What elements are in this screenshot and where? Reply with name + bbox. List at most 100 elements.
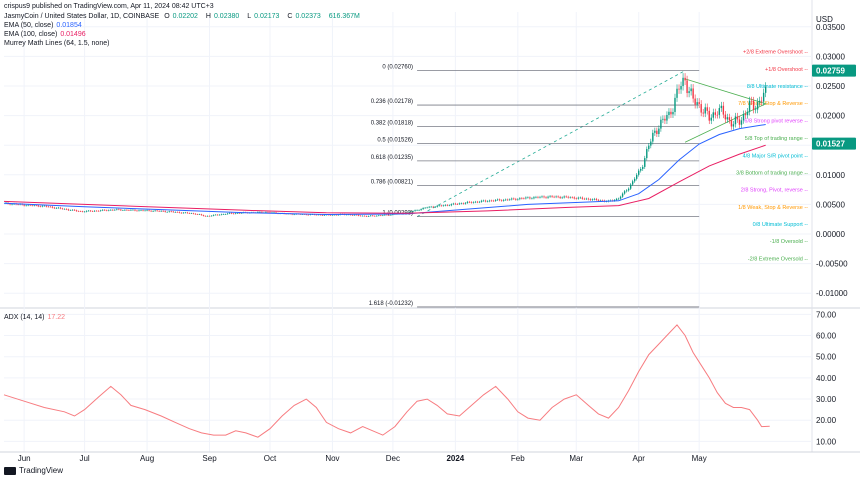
candle-body	[164, 211, 166, 212]
candle-body	[686, 80, 688, 94]
indicator-adx[interactable]: ADX (14, 14) 17.22	[4, 314, 65, 321]
candle-body	[259, 211, 261, 213]
candle-body	[9, 203, 11, 205]
candle-body	[372, 215, 374, 217]
candle-body	[134, 209, 136, 211]
candle-body	[25, 205, 27, 207]
indicator-ema50[interactable]: EMA (50, close) 0.01854	[4, 22, 82, 29]
candle-body	[640, 168, 642, 171]
candle-body	[458, 203, 461, 205]
candle-body	[527, 197, 529, 199]
candle-body	[168, 211, 170, 213]
candle-body	[599, 200, 602, 202]
candle-body	[517, 199, 519, 200]
candle-body	[424, 207, 426, 209]
candle-body	[682, 77, 684, 87]
candle-body	[31, 205, 33, 206]
candle-body	[152, 210, 154, 212]
candle-body	[708, 110, 710, 121]
candle-body	[758, 100, 761, 103]
candle-body	[533, 197, 535, 199]
candle-body	[112, 209, 114, 211]
candle-body	[704, 107, 706, 114]
tradingview-footer[interactable]: TradingView	[4, 466, 63, 475]
candle-body	[760, 100, 763, 102]
indicator-murrey[interactable]: Murrey Math Lines (64, 1.5, none)	[4, 40, 110, 47]
adx-tick-label: 20.00	[816, 416, 837, 425]
price-tick-label: 0.03000	[816, 52, 845, 61]
candle-body	[160, 210, 162, 212]
candle-body	[579, 197, 581, 199]
price-tag-label: 0.02759	[816, 67, 845, 76]
candle-body	[551, 196, 553, 197]
candle-body	[307, 214, 309, 216]
ema100-line	[3, 144, 766, 214]
candle-body	[269, 212, 271, 213]
candle-body	[136, 210, 138, 212]
candle-body	[718, 108, 721, 115]
candle-body	[740, 120, 743, 125]
candle-body	[71, 209, 74, 211]
time-tick-label: Sep	[202, 454, 217, 463]
candle-body	[646, 149, 648, 159]
price-tag-box	[812, 137, 856, 150]
adx-tick-label: 30.00	[816, 395, 837, 404]
candle-body	[180, 212, 183, 214]
candle-body	[452, 203, 455, 205]
footer-brand: TradingView	[19, 466, 64, 475]
candle-body	[178, 212, 181, 213]
candle-body	[357, 214, 360, 216]
murrey-level-label: +2/8 Extreme Overshoot --	[743, 50, 808, 56]
candle-body	[93, 210, 96, 212]
candle-body	[656, 130, 658, 134]
candle-body	[627, 188, 630, 191]
candle-body	[226, 213, 229, 215]
candle-body	[83, 211, 86, 213]
candle-body	[122, 210, 124, 211]
candle-body	[224, 214, 227, 215]
candle-body	[722, 105, 725, 115]
candle-body	[414, 210, 416, 212]
candle-body	[241, 212, 243, 214]
candle-body	[331, 214, 334, 216]
fib-level-label: 0.786 (0.00821)	[371, 179, 413, 185]
candle-body	[668, 111, 670, 116]
candle-body	[448, 205, 451, 206]
candle-body	[730, 120, 733, 127]
candle-body	[714, 112, 717, 115]
fib-level-label: 0.236 (0.02178)	[371, 99, 413, 105]
candle-body	[698, 102, 700, 105]
murrey-level-label: 2/8 Strong, Pivot, reverse --	[741, 188, 808, 194]
indicator-ema100[interactable]: EMA (100, close) 0.01496	[4, 31, 86, 38]
murrey-level-label: 8/8 Ultimate resistance --	[747, 84, 808, 90]
candle-body	[319, 214, 322, 216]
candle-body	[126, 209, 128, 211]
candle-body	[370, 215, 372, 217]
candle-body	[505, 199, 507, 201]
candle-body	[559, 196, 561, 198]
candle-body	[81, 211, 84, 212]
candle-body	[237, 213, 239, 214]
candle-body	[535, 197, 537, 198]
candle-body	[597, 199, 600, 201]
candle-body	[694, 98, 696, 105]
candle-body	[150, 210, 152, 212]
candle-body	[347, 214, 350, 216]
candle-body	[257, 211, 259, 213]
candle-body	[384, 214, 386, 216]
candle-body	[500, 200, 503, 201]
candle-body	[65, 208, 68, 210]
candle-body	[515, 198, 517, 200]
candle-body	[335, 214, 338, 216]
candle-body	[557, 196, 559, 198]
candle-body	[67, 209, 70, 211]
candle-body	[494, 199, 497, 201]
murrey-level-label: -2/8 Extreme Oversold --	[748, 256, 808, 262]
candle-body	[321, 215, 324, 216]
candle-body	[17, 204, 19, 206]
candle-body	[323, 214, 326, 216]
candle-body	[228, 213, 231, 214]
candle-body	[33, 205, 35, 206]
candle-body	[625, 190, 628, 192]
